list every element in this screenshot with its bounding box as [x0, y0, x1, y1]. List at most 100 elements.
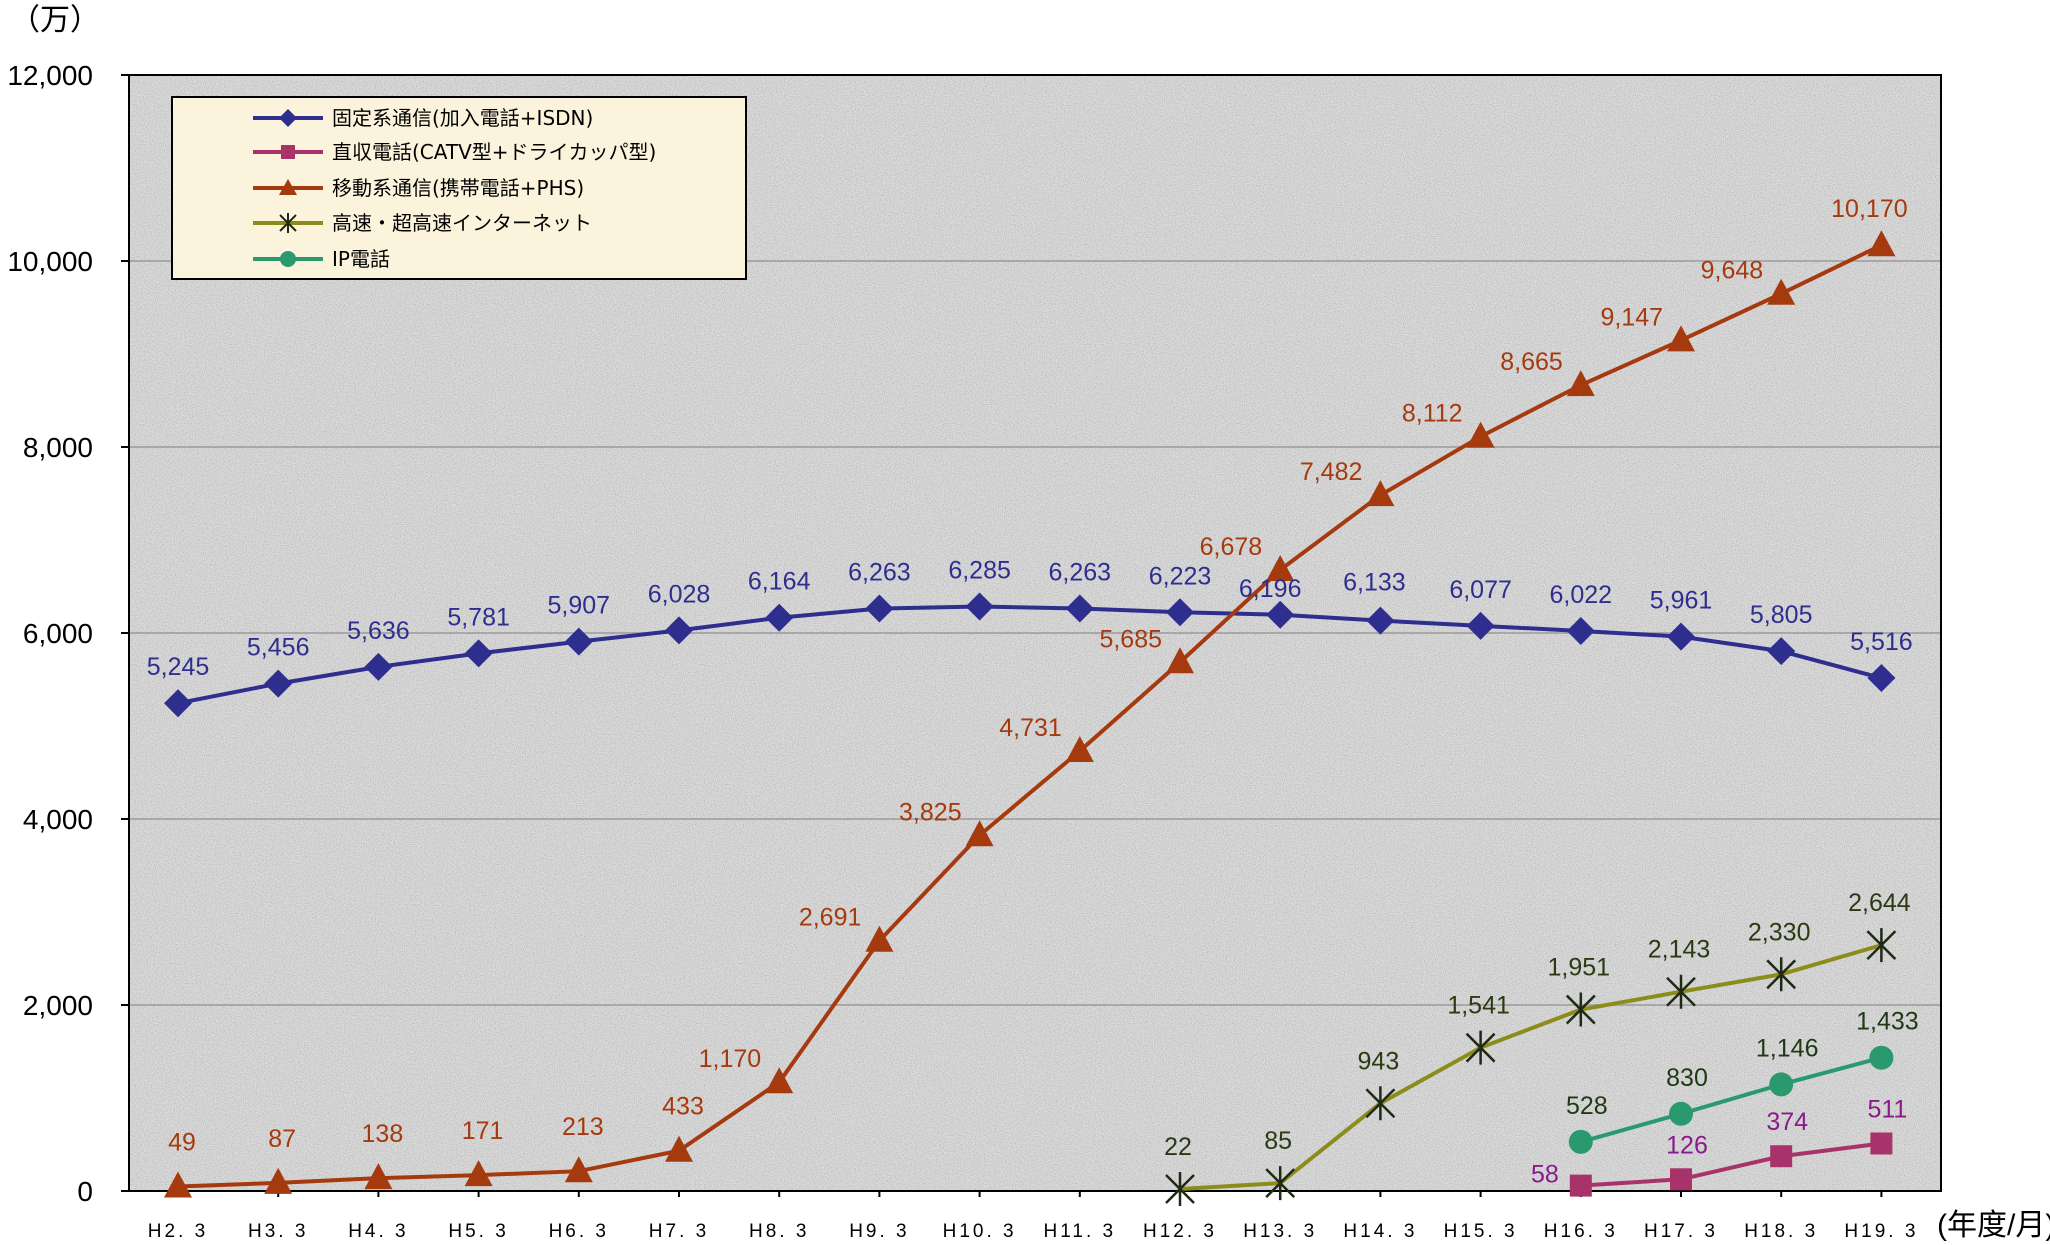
data-label: 85	[1264, 1127, 1292, 1155]
marker-diamond	[1767, 637, 1796, 666]
marker-asterisk	[1465, 1030, 1496, 1065]
data-label: 5,456	[247, 634, 310, 662]
data-label: 830	[1666, 1064, 1708, 1092]
data-label: 6,028	[648, 580, 711, 608]
marker-circle	[1869, 1045, 1894, 1070]
data-label: 6,285	[948, 556, 1011, 584]
x-axis-unit: (年度/月)	[1937, 1209, 2050, 1242]
data-label: 2,691	[799, 904, 862, 932]
x-tick-label: H2. 3	[148, 1221, 208, 1242]
data-label: 9,147	[1600, 303, 1663, 331]
y-tick-label: 4,000	[23, 804, 93, 835]
data-label: 5,781	[447, 603, 510, 631]
marker-triangle	[1667, 325, 1695, 352]
data-label: 1,433	[1856, 1008, 1919, 1036]
x-tick-label: H16. 3	[1544, 1221, 1618, 1242]
data-label: 5,685	[1099, 625, 1162, 653]
marker-triangle	[364, 1163, 393, 1190]
data-label: 8,112	[1402, 400, 1463, 428]
marker-triangle	[765, 1067, 794, 1094]
data-label: 6,077	[1449, 576, 1512, 604]
data-label: 374	[1766, 1108, 1808, 1136]
series-asterisk	[1165, 928, 1897, 1206]
y-tick-label: 10,000	[7, 246, 93, 277]
marker-triangle	[865, 925, 894, 952]
legend-label-direct: 直収電話(CATV型+ドライカッパ型)	[332, 140, 656, 164]
marker-diamond	[364, 652, 393, 681]
data-label: 5,961	[1650, 587, 1713, 615]
x-tick-label: H8. 3	[749, 1221, 809, 1242]
marker-square	[1670, 1168, 1692, 1191]
data-label: 511	[1867, 1095, 1907, 1123]
data-label: 1,170	[699, 1045, 762, 1073]
legend-marker-asterisk	[279, 213, 297, 233]
y-axis-unit: （万）	[10, 4, 100, 37]
marker-diamond	[1266, 600, 1295, 629]
x-tick-label: H17. 3	[1644, 1221, 1718, 1242]
data-label: 2,644	[1848, 889, 1911, 917]
marker-circle	[1568, 1129, 1593, 1154]
data-label: 6,022	[1550, 581, 1613, 609]
data-label: 213	[562, 1113, 604, 1141]
x-tick-label: H15. 3	[1444, 1221, 1518, 1242]
legend-marker-square	[281, 145, 295, 159]
marker-triangle	[665, 1135, 693, 1162]
legend-marker-circle	[280, 251, 296, 267]
marker-diamond	[164, 689, 192, 718]
marker-triangle	[1767, 278, 1796, 305]
data-label: 6,263	[1049, 559, 1112, 587]
x-axis-tick-labels: H2. 3 H3. 3 H4. 3 H5. 3 H6. 3 H7. 3 H8. 3 H9. 3…	[148, 1221, 1916, 1242]
marker-triangle	[1366, 480, 1395, 507]
x-tick-label: H3. 3	[248, 1221, 308, 1242]
data-label: 138	[362, 1120, 404, 1148]
y-tick-label: 12,000	[7, 60, 93, 91]
marker-triangle	[1266, 554, 1295, 581]
plot-frame	[128, 74, 1942, 1192]
x-tick-label: H10. 3	[943, 1221, 1017, 1242]
data-label: 1,951	[1548, 954, 1611, 982]
marker-diamond	[1466, 611, 1495, 640]
series-layer	[164, 230, 1897, 1206]
x-tick-label: H13. 3	[1243, 1221, 1317, 1242]
marker-diamond	[765, 603, 794, 632]
marker-diamond	[965, 592, 994, 621]
data-label: 22	[1164, 1133, 1192, 1161]
legend-item-fixed: 固定系通信(加入電話+ISDN)	[253, 106, 593, 130]
marker-triangle	[464, 1160, 493, 1187]
x-tick-label: H14. 3	[1343, 1221, 1417, 1242]
marker-diamond	[865, 594, 894, 623]
legend-marker-diamond	[279, 109, 297, 127]
data-label: 5,907	[548, 592, 611, 620]
marker-circle	[1769, 1072, 1794, 1097]
legend-marker-triangle	[279, 179, 297, 195]
x-tick-label: H7. 3	[649, 1221, 709, 1242]
marker-triangle	[264, 1167, 293, 1194]
data-label: 1,541	[1447, 992, 1510, 1020]
legend-label-ip: IP電話	[332, 247, 390, 271]
legend-item-internet: 高速・超高速インターネット	[253, 211, 592, 235]
marker-asterisk	[1666, 974, 1696, 1009]
data-label: 6,263	[848, 559, 911, 587]
series-line	[1580, 1055, 1882, 1144]
marker-square	[1569, 1174, 1592, 1197]
data-label: 8,665	[1500, 348, 1563, 376]
x-tick-label: H11. 3	[1044, 1221, 1117, 1242]
marker-diamond	[1566, 616, 1595, 645]
marker-triangle	[1466, 421, 1495, 448]
series-diamond	[164, 592, 1896, 718]
data-label: 6,133	[1343, 569, 1406, 597]
data-label: 171	[462, 1117, 504, 1145]
data-label: 6,223	[1149, 562, 1212, 590]
data-label: 3,825	[899, 798, 962, 826]
x-tick-label: H6. 3	[549, 1221, 609, 1242]
data-label: 2,143	[1648, 936, 1711, 964]
marker-triangle	[1867, 230, 1896, 257]
series-triangle	[164, 230, 1896, 1198]
marker-diamond	[1366, 606, 1395, 635]
data-label: 528	[1566, 1092, 1608, 1120]
marker-diamond	[1065, 594, 1094, 623]
data-label: 5,636	[347, 617, 410, 645]
x-tick-label: H12. 3	[1143, 1221, 1217, 1242]
data-label: 87	[268, 1125, 296, 1153]
